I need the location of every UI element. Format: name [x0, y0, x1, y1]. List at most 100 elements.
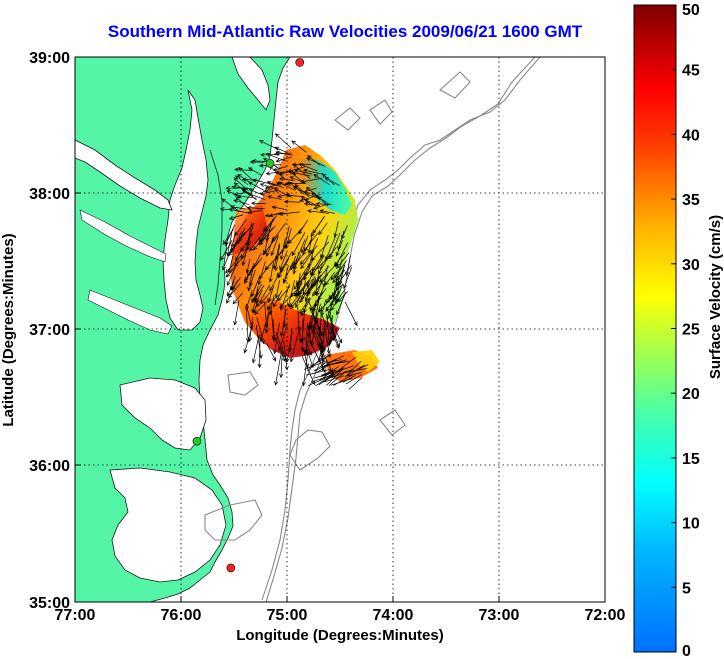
velocity-arrow — [228, 283, 241, 299]
velocity-arrow — [277, 286, 291, 302]
velocity-arrow — [337, 291, 349, 303]
potomac-river — [75, 139, 173, 211]
velocity-arrow — [308, 378, 325, 386]
station-marker — [192, 436, 202, 446]
velocity-arrow — [294, 168, 313, 175]
velocity-arrow — [289, 329, 300, 363]
velocity-arrow — [252, 178, 275, 186]
velocity-arrow — [221, 198, 240, 212]
colorbar-tick-label: 5 — [682, 580, 691, 597]
y-tick-label: 37:00 — [29, 322, 70, 339]
velocity-arrow — [270, 236, 279, 257]
velocity-arrow — [273, 244, 281, 272]
velocity-arrow — [250, 201, 266, 206]
velocity-arrow — [328, 285, 342, 300]
velocity-arrow — [245, 258, 251, 274]
velocity-arrow — [344, 301, 358, 327]
velocity-arrow — [306, 209, 329, 214]
velocity-arrow — [259, 310, 270, 342]
velocity-arrow — [264, 249, 285, 271]
velocity-arrow — [310, 291, 324, 312]
velocity-arrow — [245, 303, 254, 331]
velocity-arrow — [315, 278, 323, 297]
velocity-arrow — [258, 262, 272, 280]
y-tick-label: 36:00 — [29, 458, 70, 475]
y-tick-marks — [75, 56, 81, 603]
velocity-arrow — [303, 202, 320, 207]
velocity-arrow — [250, 276, 260, 298]
velocity-arrow — [324, 330, 332, 358]
velocity-arrow — [289, 176, 306, 184]
y-tick-label: 35:00 — [29, 595, 70, 612]
velocity-arrow — [307, 322, 313, 345]
velocity-arrow — [279, 346, 284, 379]
velocity-arrow — [332, 323, 343, 344]
velocity-arrow — [315, 283, 326, 308]
velocity-arrow — [279, 252, 288, 271]
velocity-arrow — [257, 225, 276, 246]
velocity-arrow — [342, 374, 356, 383]
velocity-arrow — [314, 373, 329, 379]
velocity-arrow — [237, 194, 257, 199]
velocity-arrow — [231, 184, 253, 190]
velocity-arrow — [302, 168, 324, 175]
velocity-arrow — [292, 252, 300, 275]
velocity-arrow — [237, 174, 252, 184]
velocity-arrow — [249, 160, 265, 165]
velocity-arrow — [284, 181, 307, 186]
velocity-arrow — [304, 326, 309, 356]
colorbar-tick-label: 10 — [682, 516, 700, 533]
velocity-arrow — [307, 355, 329, 370]
velocity-arrow — [326, 296, 335, 321]
colorbar-tick-label: 35 — [682, 192, 700, 209]
x-tick-label: 76:00 — [161, 607, 202, 624]
velocity-arrow — [326, 370, 342, 386]
velocity-arrow — [271, 205, 288, 211]
velocity-arrow — [253, 228, 270, 251]
velocity-arrow — [307, 250, 315, 268]
velocity-arrow — [246, 205, 265, 210]
velocity-arrow — [225, 266, 237, 278]
x-tick-label: 75:00 — [267, 607, 308, 624]
velocity-arrow — [306, 315, 312, 338]
velocity-arrow — [274, 352, 282, 386]
velocity-arrow — [324, 360, 350, 366]
x-tick-label: 73:00 — [479, 607, 520, 624]
velocity-arrow — [273, 322, 280, 355]
velocity-arrow — [297, 279, 311, 296]
velocity-arrow — [249, 269, 256, 287]
velocity-arrow — [334, 288, 339, 305]
velocity-arrow — [336, 356, 357, 373]
pamlico-sound — [109, 467, 227, 583]
velocity-arrow — [327, 370, 350, 379]
velocity-arrow — [257, 261, 266, 286]
velocity-arrow — [227, 255, 234, 274]
velocity-arrow — [319, 209, 335, 214]
velocity-arrow — [240, 241, 252, 260]
velocity-arrow — [322, 359, 347, 368]
y-axis-label: Latitude (Degrees:Minutes) — [0, 233, 17, 426]
velocity-arrow — [324, 177, 341, 187]
velocity-arrow — [299, 194, 321, 202]
velocity-arrow — [291, 162, 312, 167]
velocity-arrow — [279, 310, 287, 338]
velocity-arrow — [252, 285, 265, 303]
velocity-arrow — [298, 219, 308, 235]
velocity-arrow — [278, 181, 296, 191]
velocity-arrow — [227, 232, 245, 257]
velocity-arrow — [229, 276, 236, 291]
velocity-arrow — [234, 218, 247, 237]
velocity-arrow — [240, 232, 254, 252]
velocity-arrow — [341, 225, 348, 240]
velocity-arrow — [284, 228, 292, 250]
velocity-arrow — [278, 211, 300, 216]
velocity-arrow — [300, 297, 312, 317]
velocity-arrow — [233, 300, 240, 326]
y-tick-label: 38:00 — [29, 186, 70, 203]
velocity-arrow — [256, 284, 271, 308]
velocity-arrow — [335, 239, 343, 257]
velocity-arrow — [348, 377, 363, 390]
colorbar-tick-label: 20 — [682, 386, 700, 403]
velocity-arrow — [343, 267, 352, 289]
velocity-arrow — [271, 222, 287, 243]
